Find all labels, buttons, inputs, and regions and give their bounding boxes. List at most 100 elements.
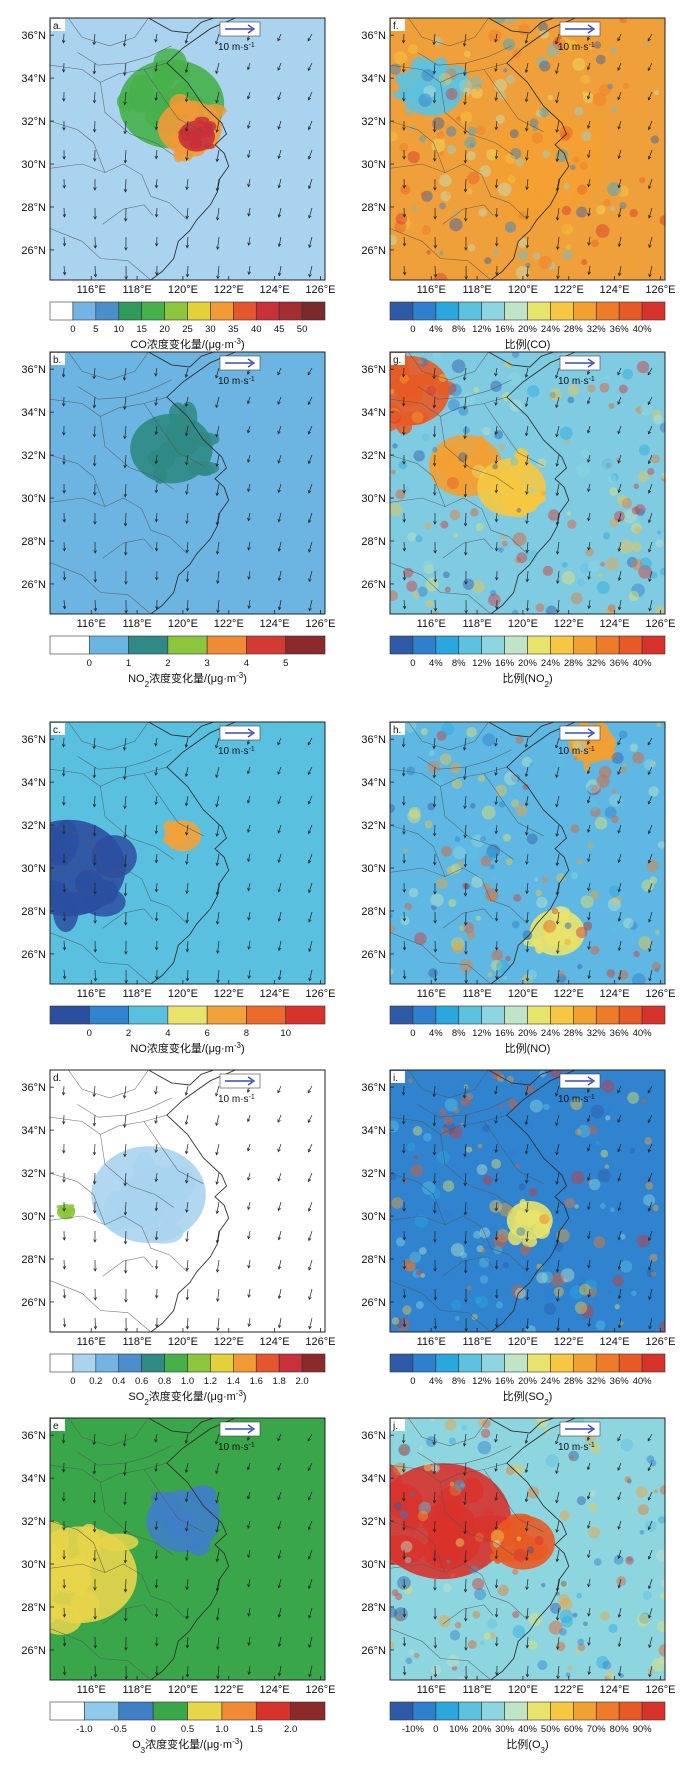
wind-arrowhead (123, 1589, 128, 1593)
field-speck (489, 1632, 496, 1639)
field-speck (436, 730, 447, 741)
wind-arrowhead (617, 518, 621, 523)
wind-arrowhead (62, 271, 67, 276)
field-speck (480, 855, 492, 867)
field-speck (622, 368, 634, 380)
province-border (50, 62, 167, 83)
province-border (50, 1280, 151, 1332)
wind-arrowhead (402, 1266, 407, 1270)
field-speck (593, 41, 602, 49)
field-speck (399, 1510, 409, 1519)
field-speck (588, 1526, 601, 1539)
wind-arrowhead (122, 747, 127, 751)
wind-arrowhead (401, 403, 406, 407)
field-speck (514, 1222, 524, 1231)
colorbar: 0 4% 8% 12% 16% 20% 24% 28% 32% 36% 40% (389, 1353, 666, 1387)
wind-arrowhead (277, 489, 281, 494)
wind-arrow (464, 1462, 467, 1476)
wind-arrow (248, 1636, 251, 1646)
field-speck (611, 927, 616, 933)
colorbar-swatch (88, 1005, 129, 1025)
field-speck (562, 1278, 567, 1284)
wind-arrowhead (617, 1526, 621, 1530)
field-speck (395, 1237, 406, 1247)
wind-arrowhead (215, 1269, 220, 1273)
wind-arrow (648, 178, 653, 189)
wind-arrow (557, 599, 560, 613)
field-speck (535, 109, 544, 118)
wind-arrowhead (277, 1643, 282, 1648)
wind-arrow (277, 396, 282, 405)
wind-arrow (216, 1578, 220, 1591)
wind-arrow (125, 512, 127, 526)
field-speck (607, 474, 617, 484)
field-speck (603, 242, 612, 251)
colorbar-caption: NO2浓度变化量/(μg·m-3) (128, 671, 247, 689)
field-speck (636, 508, 645, 517)
colorbar-swatch (118, 1701, 154, 1721)
wind-arrow (557, 1317, 560, 1331)
wind-arrow (248, 940, 251, 950)
wind-arrowhead (555, 217, 560, 221)
colorbar-tick-label: 1.5 (250, 1724, 263, 1735)
wind-arrowhead (122, 1443, 127, 1447)
lat-label: 28°N (361, 1254, 386, 1266)
wind-arrowhead (124, 1676, 128, 1680)
wind-arrow (588, 1636, 591, 1646)
wind-arrowhead (154, 184, 159, 189)
wind-arrow (123, 1433, 127, 1447)
wind-arrowhead (215, 744, 219, 749)
wind-arrow (186, 1636, 189, 1648)
wind-arrow (526, 940, 529, 952)
wind-arrowhead (247, 1642, 251, 1646)
wind-arrow (618, 1259, 622, 1270)
field-speck (430, 1463, 441, 1473)
province-border (68, 18, 149, 47)
wind-arrow (648, 454, 653, 464)
field-speck (484, 257, 492, 265)
field-speck (483, 1632, 492, 1640)
wind-arrowhead (307, 771, 311, 776)
colorbar-tick-label: 4% (429, 1376, 443, 1387)
wind-arrow (587, 766, 591, 774)
wind-arrow (463, 367, 467, 381)
wind-arrowhead (123, 159, 128, 164)
wind-arrowhead (433, 862, 437, 866)
wind-arrow (648, 1636, 653, 1648)
panel-letter: i. (393, 1073, 398, 1084)
wind-arrowhead (123, 464, 127, 469)
coastline (488, 1070, 577, 1332)
field-speck (434, 57, 447, 67)
wind-arrow (555, 766, 560, 778)
lat-label: 32°N (361, 1168, 386, 1180)
colorbar-tick-label: 1.2 (204, 1376, 217, 1387)
wind-arrowhead (587, 1583, 591, 1588)
wind-arrowhead (525, 1296, 530, 1301)
field-speck (561, 562, 568, 568)
wind-vectors (401, 33, 653, 280)
field-speck (619, 539, 634, 554)
wind-arrowhead (587, 1206, 591, 1211)
field-speck (493, 1245, 503, 1255)
wind-arrowhead (401, 373, 406, 378)
wind-arrow (495, 512, 498, 522)
wind-arrowhead (647, 401, 651, 406)
wind-arrowhead (402, 1642, 407, 1647)
wind-arrowhead (247, 1525, 251, 1529)
field-speck (603, 198, 611, 207)
colorbar-swatch (389, 301, 414, 321)
wind-arrow (556, 1491, 560, 1503)
wind-arrowhead (154, 1207, 159, 1212)
wind-reference-label: 10 m·s-1 (558, 746, 595, 758)
wind-arrow (186, 1201, 189, 1213)
wind-arrowhead (587, 1525, 591, 1529)
wind-arrow (93, 1114, 96, 1126)
field-speck (473, 386, 480, 393)
field-speck (463, 50, 471, 58)
field-speck (453, 1479, 466, 1492)
field-speck (50, 861, 53, 874)
wind-arrow (155, 882, 158, 892)
field-speck (408, 1078, 413, 1084)
wind-arrowhead (494, 801, 498, 806)
wind-arrow (124, 1520, 127, 1534)
